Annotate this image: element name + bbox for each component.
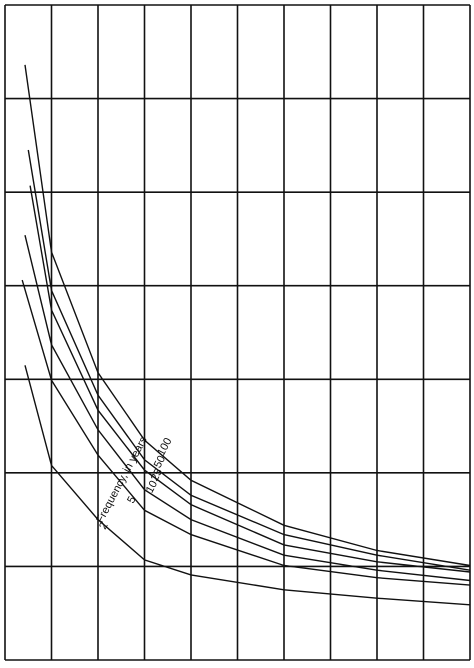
curve — [24, 64, 471, 567]
curve-label: 2 — [97, 520, 110, 531]
curve-label: 25 — [149, 467, 165, 483]
curve — [24, 365, 471, 606]
curve — [27, 149, 471, 571]
curve-label: 5 — [125, 494, 138, 505]
annotation: Frequency, in years — [94, 434, 150, 525]
curve-label: 50 — [152, 454, 168, 470]
curve — [21, 279, 471, 586]
curve — [29, 185, 471, 573]
curve-label: 10 — [144, 479, 160, 495]
curve — [24, 235, 471, 582]
